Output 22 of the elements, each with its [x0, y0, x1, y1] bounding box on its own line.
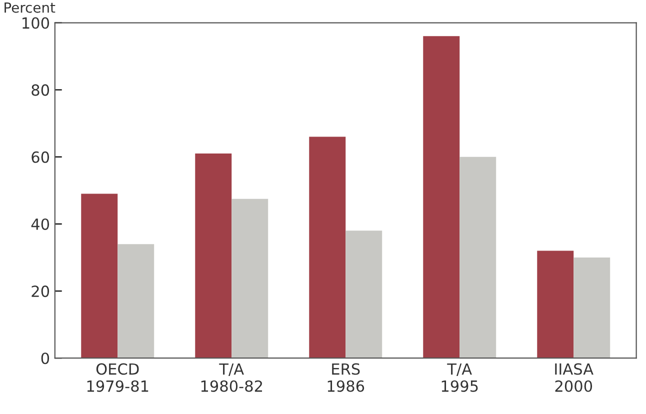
bar — [232, 198, 268, 358]
bar — [309, 136, 346, 358]
bar — [574, 258, 610, 358]
bar — [81, 194, 118, 358]
y-tick-label: 20 — [32, 286, 50, 298]
x-tick-label: T/A 1980-82 — [201, 363, 262, 392]
x-tick-label: OECD 1979-81 — [87, 363, 148, 392]
x-tick-label: IIASA 2000 — [555, 363, 594, 392]
x-tick-label: ERS 1986 — [328, 363, 364, 392]
bar — [195, 154, 232, 358]
y-tick-label: 0 — [41, 352, 50, 364]
y-tick-label: 40 — [31, 218, 50, 230]
y-tick-label: 80 — [32, 84, 50, 96]
bar — [118, 244, 154, 358]
y-axis-title: Percent — [4, 2, 56, 13]
x-tick-label: T/A 1995 — [442, 363, 478, 392]
y-tick-label: 100 — [22, 17, 50, 29]
bar — [460, 156, 496, 358]
bar — [346, 230, 382, 358]
bar — [537, 250, 574, 358]
bar — [423, 36, 460, 358]
y-tick-label: 60 — [32, 151, 50, 163]
